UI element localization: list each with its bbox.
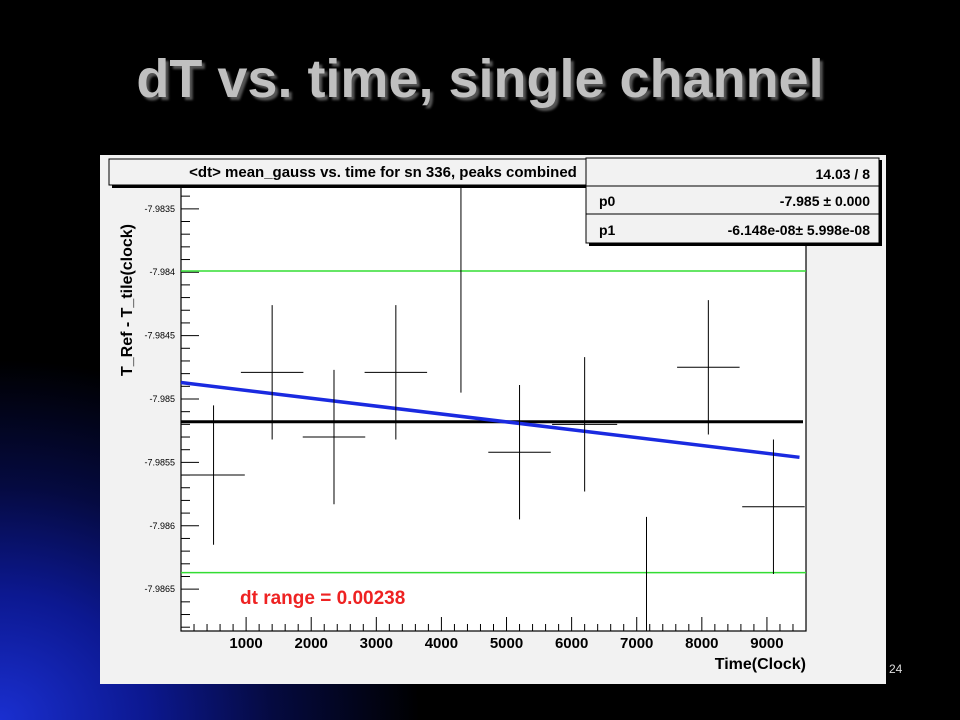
data-point — [677, 300, 740, 435]
dt-range-annotation: dt range = 0.00238 — [240, 588, 405, 609]
x-tick-label: 1000 — [229, 635, 262, 652]
slide-title: dT vs. time, single channel — [136, 49, 824, 109]
plot-canvas: -7.9835 -7.984 -7.9845 -7.985 -7.9855 -7.986 -… — [108, 157, 882, 673]
x-tick-label: 5000 — [490, 635, 523, 652]
x-tick-label: 3000 — [360, 635, 393, 652]
data-point — [364, 305, 428, 440]
stats-box: 14.03 / 8 p0 -7.985 ± 0.000 p1 -6.148e-0… — [585, 157, 882, 246]
x-tick-label: 6000 — [555, 635, 588, 652]
plot-area — [180, 185, 807, 632]
y-tick-label: -7.9865 — [144, 584, 175, 594]
x-tick-label: 9000 — [750, 635, 783, 652]
y-tick-label: -7.986 — [149, 521, 175, 531]
data-point — [488, 385, 551, 520]
chart-title: <dt> mean_gauss vs. time for sn 336, pea… — [189, 164, 577, 181]
plot-frame: -7.9835 -7.984 -7.9845 -7.985 -7.9855 -7.986 -… — [100, 155, 886, 684]
y-tick-label: -7.984 — [149, 267, 175, 277]
stats-row-3-label: p1 — [599, 222, 616, 238]
x-tick-label: 4000 — [425, 635, 458, 652]
x-axis-label: Time(Clock) — [715, 656, 806, 673]
fit-line — [180, 380, 800, 460]
data-point — [240, 305, 304, 440]
stats-row-2-label: p0 — [599, 193, 616, 209]
stats-row-2-value: -7.985 ± 0.000 — [780, 193, 870, 209]
x-tick-label: 2000 — [295, 635, 328, 652]
data-point — [182, 405, 245, 545]
title-box: <dt> mean_gauss vs. time for sn 336, pea… — [108, 158, 660, 188]
data-point — [742, 439, 805, 574]
y-axis-label: T_Ref - T_tile(clock) — [119, 224, 136, 376]
stats-row-3-value: -6.148e-08± 5.998e-08 — [728, 222, 871, 238]
data-point — [552, 357, 618, 492]
slide-number: 24 — [889, 662, 903, 676]
data-point — [302, 369, 366, 505]
y-tick-label: -7.9835 — [144, 204, 175, 214]
x-tick-label: 7000 — [620, 635, 653, 652]
y-tick-label: -7.9845 — [144, 331, 175, 341]
stats-row-1-value: 14.03 / 8 — [816, 166, 871, 182]
x-tick-label: 8000 — [685, 635, 718, 652]
y-tick-label: -7.9855 — [144, 457, 175, 467]
y-tick-label: -7.985 — [149, 394, 175, 404]
